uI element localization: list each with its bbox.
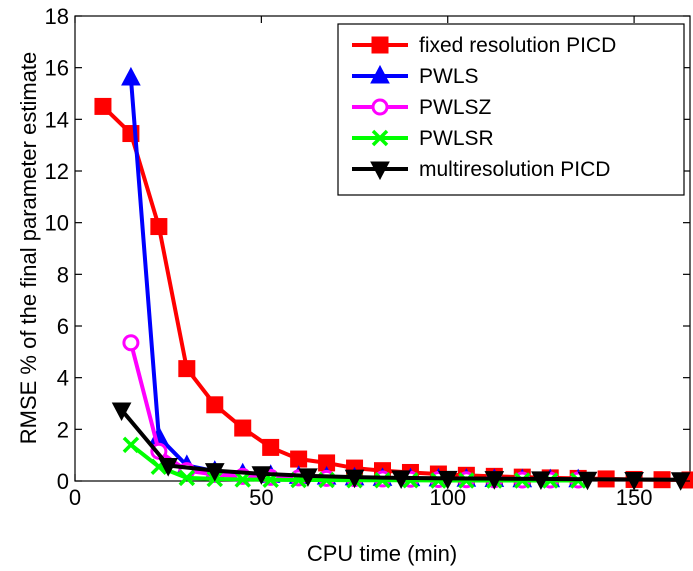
x-tick-label: 0 — [69, 485, 81, 510]
y-tick-label: 8 — [57, 262, 69, 287]
y-tick-label: 16 — [45, 56, 69, 81]
y-tick-label: 0 — [57, 469, 69, 494]
legend-label: PWLSR — [419, 127, 494, 150]
legend-label: multiresolution PICD — [419, 158, 610, 181]
legend-label: fixed resolution PICD — [419, 34, 616, 57]
legend-label: PWLSZ — [419, 96, 492, 119]
y-tick-label: 4 — [57, 366, 69, 391]
data-point — [531, 471, 551, 491]
legend-box — [337, 23, 685, 196]
legend-marker — [371, 98, 389, 116]
x-axis-label: CPU time (min) — [307, 541, 457, 566]
data-point — [204, 463, 225, 482]
data-point — [111, 402, 132, 422]
y-tick-label: 14 — [45, 107, 69, 132]
y-tick-label: 12 — [45, 159, 69, 184]
y-tick-label: 18 — [45, 4, 69, 29]
x-tick-label: 50 — [249, 485, 273, 510]
y-tick-label: 2 — [57, 417, 69, 442]
legend-entry: fixed resolution PICD — [352, 34, 616, 57]
legend-entry: PWLS — [352, 64, 479, 88]
x-tick-label: 100 — [429, 485, 466, 510]
data-point — [298, 468, 318, 487]
y-tick-label: 10 — [45, 211, 69, 236]
data-point — [262, 438, 280, 456]
data-point — [344, 469, 365, 489]
legend-marker — [370, 161, 390, 181]
legend: fixed resolution PICD PWLS PWLSZ PWLSR multi… — [337, 23, 685, 196]
legend-label: PWLS — [419, 65, 479, 88]
data-point — [121, 66, 141, 86]
legend-entry: multiresolution PICD — [352, 158, 610, 181]
y-axis-label: RMSE % of the final parameter estimate — [16, 52, 41, 445]
data-point — [234, 419, 252, 437]
data-point — [206, 396, 224, 414]
data-point — [178, 469, 196, 487]
data-point — [484, 471, 505, 490]
data-point — [150, 218, 168, 236]
ticks-layer: 0 50 100 150 0 2 4 6 8 10 12 14 16 18 — [45, 4, 690, 510]
y-tick-label: 6 — [57, 314, 69, 339]
series-layer — [94, 66, 693, 491]
data-point — [94, 97, 112, 115]
data-point — [122, 334, 140, 352]
data-point — [178, 360, 196, 378]
data-point — [290, 450, 308, 468]
legend-marker — [370, 64, 390, 84]
legend-entry: PWLSZ — [352, 96, 492, 119]
legend-entry: PWLSR — [352, 127, 494, 150]
data-point — [391, 470, 411, 489]
data-point — [577, 471, 598, 491]
x-tick-label: 150 — [616, 485, 653, 510]
data-point — [158, 458, 179, 477]
data-point — [122, 436, 140, 454]
legend-marker — [371, 129, 389, 147]
legend-marker — [371, 36, 389, 54]
